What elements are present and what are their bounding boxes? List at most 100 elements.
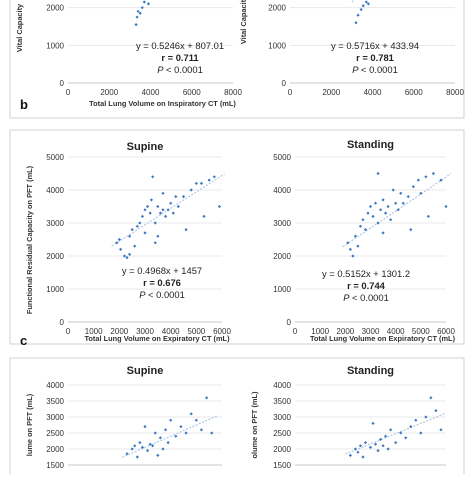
data-point [358, 444, 363, 448]
data-point [353, 447, 357, 451]
panel-frame-b [9, 129, 465, 345]
data-point [389, 428, 393, 432]
x-tick-label: 2000 [322, 88, 340, 97]
y-tick-label: 4000 [46, 186, 64, 195]
trend-line [121, 415, 218, 458]
x-tick-label: 0 [288, 88, 293, 97]
y-tick-label: 1000 [268, 41, 286, 50]
x-tick-label: 1000 [311, 327, 329, 336]
data-point [401, 201, 405, 205]
data-point [161, 447, 165, 451]
p-symbol: P [139, 289, 146, 300]
y-tick-label: 1500 [46, 461, 64, 470]
data-point [199, 181, 204, 185]
p-value-text: < 0.0001 [163, 64, 202, 75]
data-point [366, 2, 370, 6]
data-point [368, 204, 373, 209]
y-tick-label: 1000 [46, 285, 64, 294]
p-symbol: P [157, 64, 164, 75]
data-point [356, 13, 360, 17]
data-point [202, 214, 206, 218]
data-point [145, 204, 150, 209]
data-point [359, 7, 363, 12]
panel-label-c: c [20, 333, 27, 348]
p-value: P < 0.0001 [352, 64, 398, 75]
trend-equation: y = 0.5152x + 1301.2 [322, 268, 410, 279]
data-point [135, 224, 139, 228]
data-point [153, 241, 157, 245]
p-value: P < 0.0001 [139, 289, 185, 300]
data-point [358, 224, 363, 228]
data-point [364, 0, 368, 4]
data-point [434, 409, 438, 413]
chart-a-left: 0 1000 2000 0 2000 4000 6000 8000 Total Lung Vol… [15, 0, 242, 108]
correlation-r: r = 0.744 [347, 280, 386, 291]
data-point [376, 449, 380, 453]
data-point [389, 218, 393, 222]
y-axis-label: lume on PFT (mL) [25, 393, 34, 456]
data-point [399, 191, 403, 195]
chart-b-left: 0 1000 2000 3000 4000 5000 0 1000 2000 3000 4000 50… [25, 141, 231, 343]
data-point [148, 211, 152, 215]
data-point [431, 171, 436, 176]
y-tick-label: 2000 [268, 4, 286, 13]
data-point [351, 254, 355, 258]
x-tick-label: 2000 [336, 327, 354, 336]
data-point [140, 214, 145, 218]
y-tick-label: 2000 [46, 445, 64, 454]
data-point [416, 178, 420, 182]
data-point [136, 9, 140, 14]
y-tick-label: 3500 [273, 397, 291, 406]
data-point [371, 421, 375, 425]
data-point [212, 175, 216, 179]
data-point [133, 444, 137, 448]
data-point [133, 244, 137, 248]
y-tick-label: 2000 [273, 445, 291, 454]
x-tick-label: 0 [66, 88, 71, 97]
data-point [419, 191, 423, 195]
data-point [361, 455, 365, 459]
data-point [151, 444, 155, 448]
x-tick-label: 4000 [364, 88, 382, 97]
p-symbol: P [352, 64, 359, 75]
data-point [376, 221, 380, 225]
data-point [354, 21, 358, 25]
data-point [217, 204, 222, 209]
y-tick-label: 1500 [273, 461, 291, 470]
p-value-text: < 0.0001 [358, 64, 397, 75]
data-point [149, 198, 154, 202]
data-point [381, 231, 385, 235]
x-tick-label: 6000 [213, 327, 231, 336]
data-point [138, 221, 142, 225]
p-value: P < 0.0001 [343, 292, 389, 303]
x-axis-label: Total Lung Volume on Expiratory CT (mL) [310, 334, 456, 343]
data-point [174, 195, 178, 199]
data-point [143, 208, 147, 212]
data-point [119, 247, 123, 251]
data-point [176, 204, 180, 209]
data-point [439, 428, 443, 432]
data-point [376, 171, 380, 176]
data-point [356, 244, 360, 248]
data-point [163, 214, 168, 218]
y-tick-label: 4000 [273, 186, 291, 195]
y-tick-label: 2500 [273, 429, 291, 438]
y-tick-label: 4000 [273, 381, 291, 390]
data-point [138, 11, 142, 15]
y-tick-label: 3500 [46, 397, 64, 406]
data-point [148, 442, 152, 446]
trend-equation: y = 0.5246x + 807.01 [136, 40, 224, 51]
data-point [179, 425, 183, 429]
data-point [135, 455, 139, 459]
data-point [174, 434, 178, 438]
data-point [356, 450, 360, 454]
data-point [391, 188, 395, 192]
data-point [140, 445, 145, 449]
data-point [166, 208, 170, 212]
trend-line [345, 412, 447, 455]
data-point [424, 415, 428, 419]
x-tick-label: 1000 [85, 327, 103, 336]
data-point [140, 6, 144, 10]
data-point [169, 201, 173, 205]
